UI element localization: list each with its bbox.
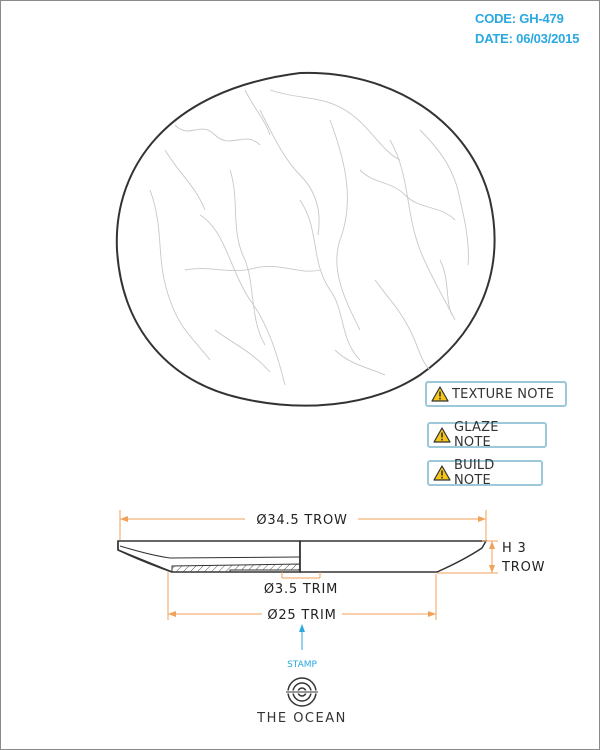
plate-profile (117, 540, 488, 573)
outer-diameter-label: Ø34.5 TROW (256, 513, 347, 528)
base-diameter-label: Ø25 TRIM (267, 608, 336, 623)
drawing-header: CODE: GH-479 DATE: 06/03/2015 (475, 9, 579, 49)
warning-icon (433, 427, 451, 443)
build-note-label: BUILD NOTE (454, 458, 495, 488)
plate-texture (149, 89, 469, 386)
ocean-logo-icon (286, 677, 318, 707)
plate-top-view (115, 71, 496, 407)
height-label-line1: H 3 (502, 541, 527, 556)
glaze-note-label: GLAZE NOTE (454, 420, 499, 450)
foot-diameter-dimension: Ø3.5 TRIM (264, 572, 338, 597)
texture-note-label: TEXTURE NOTE (452, 386, 555, 402)
texture-note-button[interactable]: TEXTURE NOTE (425, 381, 567, 407)
height-label-line2: TROW (501, 560, 545, 575)
base-diameter-dimension: Ø25 TRIM (167, 572, 437, 623)
foot-diameter-label: Ø3.5 TRIM (264, 582, 338, 597)
height-dimension: H 3 TROW (437, 540, 545, 575)
warning-icon (431, 386, 449, 402)
brand-name: THE OCEAN (256, 711, 347, 726)
plate-side-view: Ø34.5 TROW H 3 TROW Ø3.5 TRIM Ø25 TRIM (117, 510, 545, 726)
stamp-callout: STAMP (287, 624, 317, 670)
glaze-note-button[interactable]: GLAZE NOTE (427, 420, 547, 450)
warning-icon (433, 465, 451, 481)
plate-rim-outline (115, 71, 496, 407)
stamp-label: STAMP (287, 660, 317, 670)
outer-diameter-dimension: Ø34.5 TROW (119, 510, 487, 540)
drawing-date: DATE: 06/03/2015 (475, 31, 580, 46)
build-note-button[interactable]: BUILD NOTE (427, 458, 543, 488)
product-code: CODE: GH-479 (475, 11, 564, 26)
